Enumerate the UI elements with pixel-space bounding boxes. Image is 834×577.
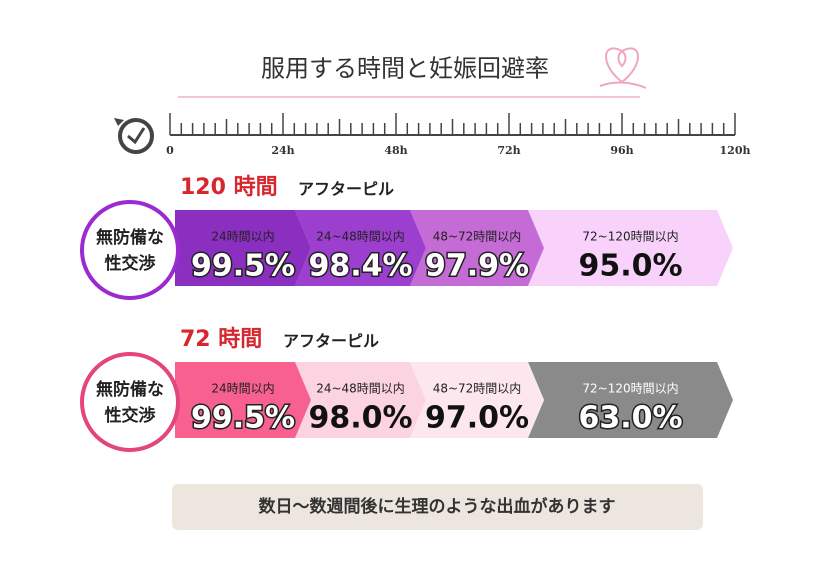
segment-rate: 98.0% — [308, 401, 412, 436]
badge-text: 無防備な — [96, 227, 164, 248]
pill-label: アフターピル — [283, 332, 379, 351]
hours-label: 120 時間 — [180, 175, 278, 200]
heart-icon — [599, 47, 647, 89]
footer-box — [172, 484, 703, 530]
arrow-segment — [410, 362, 544, 438]
ruler-label: 0 — [166, 144, 174, 157]
hours-label: 72 時間 — [180, 327, 262, 352]
segment-rate: 99.5% — [191, 401, 295, 436]
pill-label: アフターピル — [298, 180, 394, 199]
arrow-segment — [295, 362, 426, 438]
segment-label: 24時間以内 — [211, 382, 274, 396]
badge-text: 性交渉 — [105, 253, 156, 274]
badge-text: 性交渉 — [105, 405, 156, 426]
segment-label: 24~48時間以内 — [316, 230, 405, 244]
segment-label: 24時間以内 — [211, 230, 274, 244]
segment-rate: 63.0% — [578, 401, 682, 436]
arrow-segment — [528, 210, 733, 286]
segment-rate: 98.4% — [308, 249, 412, 284]
segment-label: 48~72時間以内 — [433, 382, 522, 396]
segment-label: 48~72時間以内 — [433, 230, 522, 244]
badge-circle — [80, 200, 180, 300]
arrow-segment — [175, 210, 311, 286]
ruler-label: 48h — [384, 144, 407, 157]
segment-rate: 99.5% — [191, 249, 295, 284]
segment-label: 72~120時間以内 — [582, 382, 678, 396]
ruler-label: 72h — [497, 144, 520, 157]
ruler-label: 120h — [720, 144, 751, 157]
arrow-segment — [410, 210, 544, 286]
badge-text: 無防備な — [96, 379, 164, 400]
arrow-segment — [528, 362, 733, 438]
section: 72 時間 アフターピル 72~120時間以内 63.0% 48~72時間以内 97.0%… — [80, 327, 733, 452]
ruler-label: 96h — [610, 144, 633, 157]
segment-label: 24~48時間以内 — [316, 382, 405, 396]
arrow-segment — [295, 210, 426, 286]
segment-rate: 97.0% — [425, 401, 529, 436]
ruler-label: 24h — [271, 144, 294, 157]
section: 120 時間 アフターピル 72~120時間以内 95.0% 48~72時間以内 97.9… — [80, 175, 733, 300]
clock-icon — [114, 118, 154, 154]
sections: 120 時間 アフターピル72~120時間以内95.0%48~72時間以内97.9… — [80, 175, 733, 452]
title: 服用する時間と妊娠回避率 — [261, 55, 549, 83]
segment-label: 72~120時間以内 — [582, 230, 678, 244]
badge-circle — [80, 352, 180, 452]
segment-rate: 95.0% — [578, 249, 682, 284]
segment-rate: 97.9% — [425, 249, 529, 284]
arrow-segment — [175, 362, 311, 438]
footer-text: 数日〜数週間後に生理のような出血があります — [259, 496, 616, 517]
time-ruler: 0 24h 48h 72h 96h 120h — [166, 113, 750, 157]
